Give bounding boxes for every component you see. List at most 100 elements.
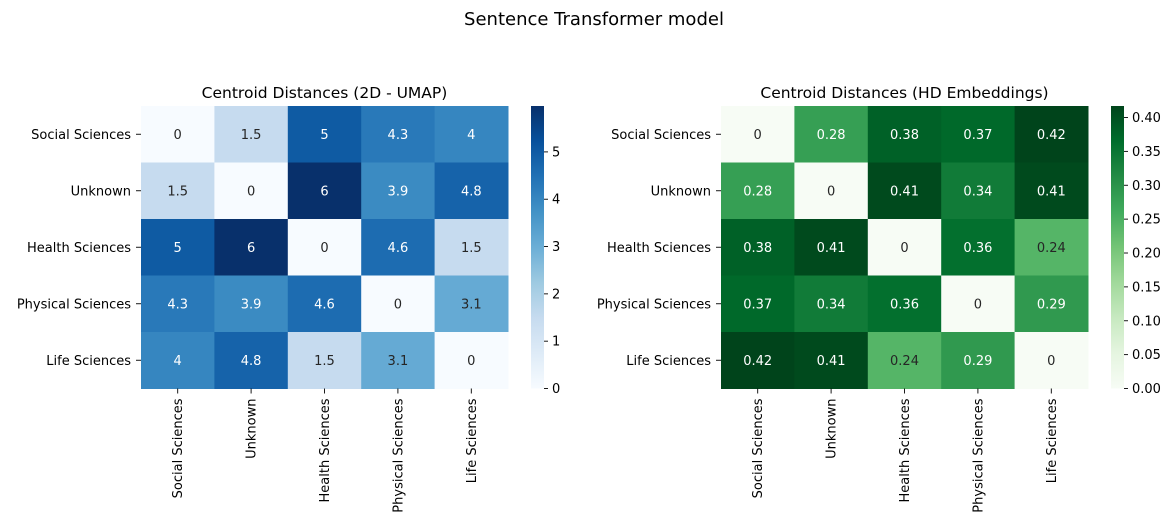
cell-value-label: 3.1 xyxy=(388,354,409,369)
cell-value-label: 0 xyxy=(394,297,402,312)
y-tick-label-life-sciences: Life Sciences xyxy=(626,354,711,369)
heatmap-cell xyxy=(361,332,436,389)
colorbar-tick-label: 4 xyxy=(552,193,560,208)
cell-value-label: 0.41 xyxy=(817,241,846,256)
cell-value-label: 0.42 xyxy=(1037,128,1066,143)
heatmap-cell xyxy=(721,332,795,389)
colorbar-tick-label: 0.05 xyxy=(1132,348,1161,363)
heatmap-cell xyxy=(794,332,869,389)
x-tick-label-unknown: Unknown xyxy=(245,399,260,459)
x-tick-label-social-sciences: Social Sciences xyxy=(751,398,766,498)
heatmap-cell xyxy=(941,275,1016,333)
heatmap-cell xyxy=(794,275,869,333)
colorbar-tick-label: 0.40 xyxy=(1132,111,1161,126)
cell-value-label: 4.3 xyxy=(388,128,409,143)
cell-value-label: 0 xyxy=(827,184,835,199)
x-tick-label-physical-sciences: Physical Sciences xyxy=(391,398,406,512)
heatmap-cell xyxy=(434,219,509,276)
heatmap-cell xyxy=(794,219,869,276)
heatmap-cell xyxy=(721,219,795,276)
colorbar-tick-label: 0.35 xyxy=(1132,145,1161,160)
y-tick-label-health-sciences: Health Sciences xyxy=(27,241,131,256)
heatmap-cell xyxy=(361,162,436,220)
cell-value-label: 0.36 xyxy=(963,241,992,256)
colorbar-tick-label: 0.15 xyxy=(1132,280,1161,295)
cell-value-label: 4.8 xyxy=(241,354,262,369)
x-tick-label-social-sciences: Social Sciences xyxy=(171,398,186,498)
heatmap-cell xyxy=(1014,275,1089,333)
cell-value-label: 4 xyxy=(174,354,182,369)
heatmap-cell xyxy=(867,219,942,276)
y-tick-label-social-sciences: Social Sciences xyxy=(611,128,711,143)
heatmap-cell xyxy=(141,219,215,276)
cell-value-label: 0 xyxy=(1047,354,1055,369)
colorbar-tick-label: 5 xyxy=(552,145,560,160)
cell-value-label: 3.9 xyxy=(241,297,262,312)
heatmap-cell xyxy=(721,275,795,333)
cell-value-label: 4.3 xyxy=(167,297,188,312)
heatmap-cell xyxy=(287,162,362,220)
heatmap-cell xyxy=(141,332,215,389)
cell-value-label: 0.38 xyxy=(743,241,772,256)
cell-value-label: 4.6 xyxy=(388,241,409,256)
heatmap-cell xyxy=(434,106,509,163)
heatmap-cell xyxy=(287,332,362,389)
cell-value-label: 0 xyxy=(247,184,255,199)
x-tick-label-life-sciences: Life Sciences xyxy=(465,398,480,483)
heatmap-cell xyxy=(287,275,362,333)
y-tick-label-unknown: Unknown xyxy=(651,184,711,199)
y-tick-label-unknown: Unknown xyxy=(71,184,131,199)
cell-value-label: 4.6 xyxy=(314,297,335,312)
cell-value-label: 5 xyxy=(174,241,182,256)
heatmap-cell xyxy=(794,106,869,163)
colorbar-tick-label: 2 xyxy=(552,287,560,302)
cell-value-label: 0.41 xyxy=(1037,184,1066,199)
heatmap-cell xyxy=(721,162,795,220)
cell-value-label: 0.24 xyxy=(1037,241,1066,256)
cell-value-label: 1.5 xyxy=(167,184,188,199)
cell-value-label: 0.37 xyxy=(963,128,992,143)
heatmap-cell xyxy=(1014,106,1089,163)
cell-value-label: 0.29 xyxy=(1037,297,1066,312)
heatmap-cell xyxy=(141,275,215,333)
heatmap-cell xyxy=(941,162,1016,220)
heatmap-umap: Centroid Distances (2D - UMAP) 0 1.5 5 4.3 4 1… xyxy=(17,84,560,513)
heatmap-cell xyxy=(1014,162,1089,220)
cell-value-label: 0.28 xyxy=(743,184,772,199)
cell-value-label: 0 xyxy=(754,128,762,143)
y-tick-label-physical-sciences: Physical Sciences xyxy=(17,297,131,312)
y-tick-label-physical-sciences: Physical Sciences xyxy=(597,297,711,312)
heatmap-cell xyxy=(214,219,289,276)
heatmap-cell xyxy=(141,162,215,220)
heatmap-cell xyxy=(287,106,362,163)
heatmap-cell xyxy=(214,106,289,163)
colorbar-tick-label: 0.20 xyxy=(1132,247,1161,262)
cell-value-label: 0.34 xyxy=(817,297,846,312)
colorbar-tick-label: 0.00 xyxy=(1132,382,1161,397)
heatmap-cell xyxy=(941,332,1016,389)
heatmap-cell xyxy=(434,275,509,333)
colorbar xyxy=(531,106,544,389)
cell-value-label: 0.41 xyxy=(817,354,846,369)
heatmap-cell xyxy=(867,162,942,220)
heatmap-cell xyxy=(434,162,509,220)
heatmap-cell xyxy=(361,106,436,163)
heatmap-cell xyxy=(867,106,942,163)
cell-value-label: 0 xyxy=(467,354,475,369)
colorbar-tick-label: 0 xyxy=(552,382,560,397)
cell-value-label: 0.38 xyxy=(890,128,919,143)
cell-value-label: 0.37 xyxy=(743,297,772,312)
cell-value-label: 1.5 xyxy=(461,241,482,256)
cell-value-label: 0 xyxy=(900,241,908,256)
figure-suptitle: Sentence Transformer model xyxy=(464,9,724,30)
cell-value-label: 4.8 xyxy=(461,184,482,199)
chart-title: Centroid Distances (HD Embeddings) xyxy=(760,84,1048,102)
cell-value-label: 0.28 xyxy=(817,128,846,143)
chart-title: Centroid Distances (2D - UMAP) xyxy=(202,84,448,102)
heatmap-cell xyxy=(361,275,436,333)
x-tick-label-physical-sciences: Physical Sciences xyxy=(971,398,986,512)
y-tick-label-social-sciences: Social Sciences xyxy=(31,128,131,143)
colorbar-tick-label: 0.25 xyxy=(1132,213,1161,228)
colorbar xyxy=(1111,106,1124,389)
